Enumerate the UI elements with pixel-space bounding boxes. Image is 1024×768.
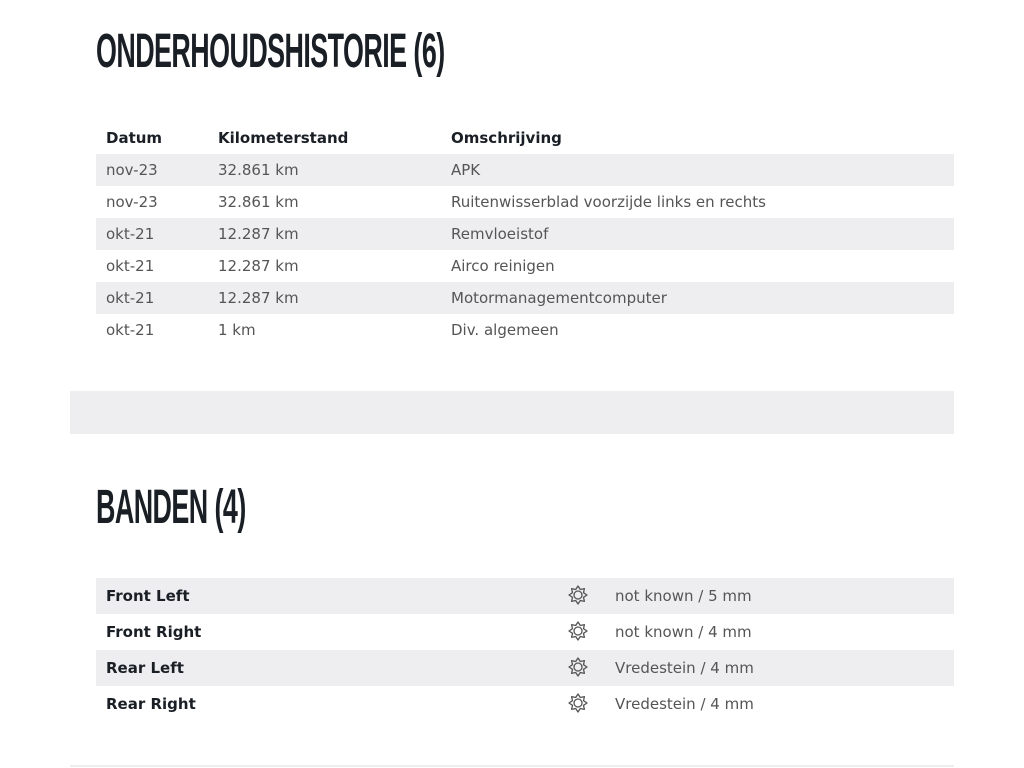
description-cell: APK [451,161,481,179]
column-header-mileage: Kilometerstand [218,129,349,147]
tire-position: Rear Right [106,695,196,713]
description-cell: Ruitenwisserblad voorzijde links en rech… [451,193,766,211]
date-cell: nov-23 [106,161,158,179]
description-cell: Div. algemeen [451,321,559,339]
table-row: okt-21 12.287 km Motormanagementcomputer [96,282,954,314]
column-header-date: Datum [106,129,163,147]
mileage-cell: 12.287 km [218,225,299,243]
tires-title: BANDEN (4) [96,481,246,534]
description-cell: Airco reinigen [451,257,555,275]
divider [70,765,954,767]
tire-row: Front Left not known / 5 mm [96,578,954,614]
tire-position: Front Left [106,587,190,605]
tire-gear-icon [566,692,615,716]
date-cell: okt-21 [106,225,155,243]
mileage-cell: 12.287 km [218,257,299,275]
tire-position: Rear Left [106,659,184,677]
description-cell: Motormanagementcomputer [451,289,667,307]
mileage-cell: 12.287 km [218,289,299,307]
table-row: okt-21 12.287 km Airco reinigen [96,250,954,282]
tire-value: Vredestein / 4 mm [615,695,754,713]
tire-value: not known / 4 mm [615,623,752,641]
description-cell: Remvloeistof [451,225,549,243]
table-row: nov-23 32.861 km APK [96,154,954,186]
tire-gear-icon [566,656,615,680]
tire-row: Rear Left Vredestein / 4 mm [96,650,954,686]
tire-row: Front Right not known / 4 mm [96,614,954,650]
mileage-cell: 1 km [218,321,256,339]
mileage-cell: 32.861 km [218,193,299,211]
section-divider-band [70,391,954,434]
tire-position: Front Right [106,623,202,641]
date-cell: okt-21 [106,321,155,339]
tires-table: Front Left not known / 5 mm Front Right not… [96,578,954,722]
column-header-description: Omschrijving [451,129,562,147]
maintenance-table: Datum Kilometerstand Omschrijving nov-23… [96,122,954,346]
mileage-cell: 32.861 km [218,161,299,179]
table-row: nov-23 32.861 km Ruitenwisserblad voorzijd… [96,186,954,218]
maintenance-title: ONDERHOUDSHISTORIE (6) [96,25,445,78]
date-cell: okt-21 [106,289,155,307]
tire-row: Rear Right Vredestein / 4 mm [96,686,954,722]
tire-gear-icon [566,620,615,644]
table-row: okt-21 1 km Div. algemeen [96,314,954,346]
tire-value: Vredestein / 4 mm [615,659,754,677]
table-header: Datum Kilometerstand Omschrijving [96,122,954,154]
date-cell: okt-21 [106,257,155,275]
tire-gear-icon [566,584,615,608]
table-row: okt-21 12.287 km Remvloeistof [96,218,954,250]
date-cell: nov-23 [106,193,158,211]
tire-value: not known / 5 mm [615,587,752,605]
